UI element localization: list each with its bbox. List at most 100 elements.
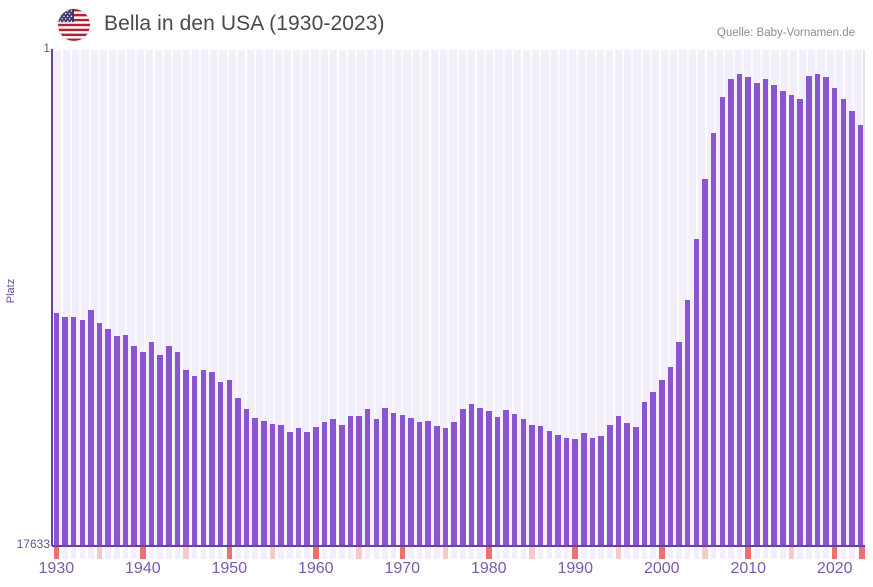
bar-1938[interactable] [122,335,129,545]
bar-1956[interactable] [278,425,284,545]
bar-2023[interactable] [857,125,864,545]
bar-1947[interactable] [200,370,207,545]
bar-1970[interactable] [399,415,406,545]
bar-1999[interactable] [650,392,656,545]
bar-2018[interactable] [814,74,821,545]
bar-1963[interactable] [338,425,345,545]
bar-1931[interactable] [62,317,68,545]
bar-2008[interactable] [728,79,734,545]
bar-2002[interactable] [676,342,682,545]
bar-2003[interactable] [684,300,691,545]
bar-1962[interactable] [330,419,336,545]
bar-1935[interactable] [96,323,103,545]
bar-1988[interactable] [555,435,561,545]
bar-1983[interactable] [511,414,518,545]
bar-1980[interactable] [486,411,492,545]
bar-1966[interactable] [364,409,371,545]
bar-1944[interactable] [174,352,181,545]
bar-1945[interactable] [183,370,189,545]
bar-2019[interactable] [823,77,829,545]
bar-1994[interactable] [607,425,613,545]
bar-1950[interactable] [226,380,233,545]
bar-1941[interactable] [148,342,155,545]
bar-1986[interactable] [537,426,544,545]
bar-2020[interactable] [831,88,838,545]
bar-1978[interactable] [468,404,475,545]
bar-1972[interactable] [416,422,423,545]
bar-1949[interactable] [217,382,224,545]
bar-1936[interactable] [105,329,111,545]
bar-2022[interactable] [849,111,855,545]
bar-1971[interactable] [408,418,414,545]
bar-1991[interactable] [581,433,587,545]
bar-1940[interactable] [140,352,146,545]
bar-2017[interactable] [806,76,812,545]
bar-1990[interactable] [572,439,579,545]
bar-1958[interactable] [295,428,302,545]
bar-2009[interactable] [736,74,743,545]
bar-2010[interactable] [745,77,751,545]
bar-1979[interactable] [477,408,483,545]
bar-1943[interactable] [165,346,172,545]
bar-1992[interactable] [589,438,596,545]
bar-1985[interactable] [529,425,535,545]
bar-2005[interactable] [702,179,708,545]
bar-1933[interactable] [79,320,86,545]
bar-1942[interactable] [157,355,163,545]
bar-2016[interactable] [797,99,803,545]
bar-1964[interactable] [347,416,354,545]
bar-1960[interactable] [313,427,319,545]
bar-2000[interactable] [658,380,665,545]
bar-1961[interactable] [321,422,328,545]
bar-1973[interactable] [425,421,431,545]
bar-1984[interactable] [520,419,527,545]
bar-1995[interactable] [615,416,622,545]
bar-1959[interactable] [304,432,310,545]
bar-1996[interactable] [624,423,630,545]
bar-2012[interactable] [762,79,769,545]
bar-1981[interactable] [494,417,501,545]
bar-1951[interactable] [235,398,241,545]
bar-1998[interactable] [641,402,648,545]
x-tick-1964 [347,547,354,559]
x-tick-1955 [269,547,276,559]
x-tick-2007 [719,547,726,559]
bar-1967[interactable] [373,419,380,545]
bar-2001[interactable] [667,367,674,545]
x-tick-1976 [451,547,457,559]
bar-1989[interactable] [563,438,570,545]
bar-2011[interactable] [754,83,760,545]
bar-2013[interactable] [771,85,777,545]
bar-2007[interactable] [719,97,726,545]
x-tick-2016 [797,547,803,559]
bar-2014[interactable] [780,91,786,545]
bar-1965[interactable] [356,416,362,545]
bar-1957[interactable] [287,432,293,545]
bar-1982[interactable] [503,410,509,545]
bar-1954[interactable] [261,421,267,545]
bar-1932[interactable] [70,317,77,545]
bar-1997[interactable] [633,427,639,545]
bar-1976[interactable] [451,422,457,545]
bar-2004[interactable] [693,239,700,545]
bar-1939[interactable] [131,346,137,545]
bar-1952[interactable] [243,409,250,545]
bar-1993[interactable] [598,436,604,545]
bar-1968[interactable] [382,408,388,545]
bar-1975[interactable] [442,428,449,545]
bar-1955[interactable] [269,424,276,545]
bar-1934[interactable] [88,310,94,545]
bar-1953[interactable] [252,418,258,545]
bar-1974[interactable] [434,426,440,545]
bar-1987[interactable] [546,431,553,545]
x-tick-1941 [148,547,155,559]
bar-1930[interactable] [53,313,60,545]
bar-1977[interactable] [460,409,466,545]
bar-1946[interactable] [191,376,198,545]
bar-1937[interactable] [114,336,120,545]
bar-2006[interactable] [710,133,717,545]
bar-1948[interactable] [209,372,215,545]
bar-2021[interactable] [840,99,847,545]
bar-2015[interactable] [788,95,795,545]
bar-1969[interactable] [390,413,397,545]
